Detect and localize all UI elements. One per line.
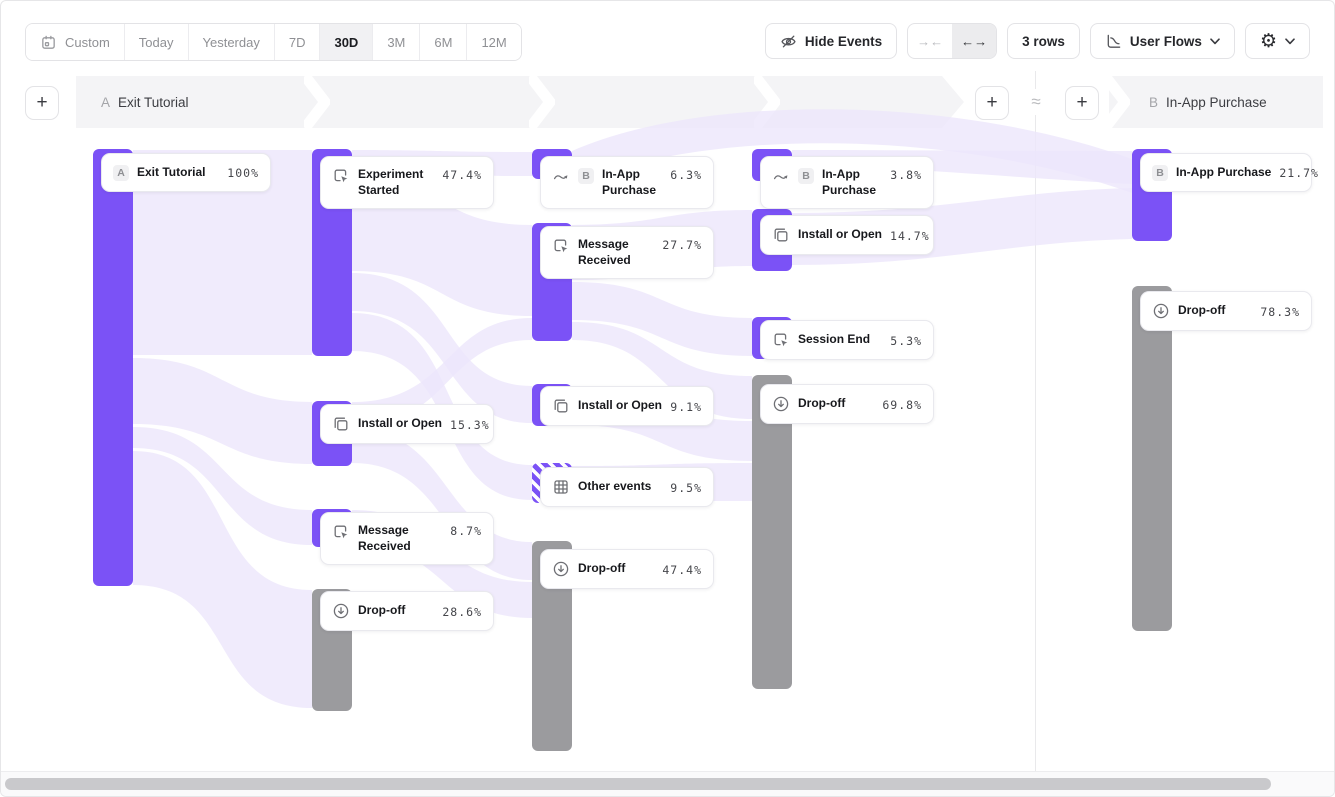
node-other-events[interactable]: Other events 9.5% [540,467,714,507]
width-toggle-group: →← ←→ [907,23,998,59]
range-7d-button[interactable]: 7D [273,24,320,60]
node-install-or-open[interactable]: Install or Open 14.7% [760,215,934,255]
bar-b-drop-off[interactable] [1132,286,1172,631]
rows-button[interactable]: 3 rows [1007,23,1080,59]
range-today-button[interactable]: Today [123,24,188,60]
cursor-click-icon [552,237,570,255]
jump-arrow-icon [552,167,570,185]
drop-off-icon [552,560,570,578]
collapse-icon: →← [917,33,944,49]
drop-off-icon [1152,302,1170,320]
node-b-drop-off[interactable]: Drop-off 78.3% [1140,291,1312,331]
node-experiment-started[interactable]: Experiment Started 47.4% [320,156,494,210]
flow-a-title: A Exit Tutorial [101,76,189,128]
flow-b-node-badge: B [1152,165,1168,181]
flows-divider [1035,71,1036,771]
flow-a-node-badge: A [113,165,129,181]
drop-off-icon [332,602,350,620]
horizontal-scrollbar-track [1,771,1334,796]
expand-columns-button[interactable]: ←→ [952,24,997,58]
hide-events-button[interactable]: Hide Events [764,23,898,59]
copy-icon [772,226,790,244]
drop-off-icon [772,395,790,413]
range-3m-button[interactable]: 3M [372,24,420,60]
date-range-group: Custom Today Yesterday 7D 30D 3M 6M 12M [25,23,522,61]
node-drop-off[interactable]: Drop-off 69.8% [760,384,934,424]
range-12m-button[interactable]: 12M [466,24,521,60]
flow-b-title: B In-App Purchase [1149,76,1267,128]
rows-label: 3 rows [1022,33,1065,49]
hide-events-label: Hide Events [804,33,883,49]
copy-icon [332,415,350,433]
flow-b-label: In-App Purchase [1166,94,1267,110]
range-30d-button[interactable]: 30D [319,24,373,60]
node-install-or-open[interactable]: Install or Open 9.1% [540,386,714,426]
add-step-a-end-button[interactable]: + [975,86,1009,120]
gear-icon: ⚙ [1259,29,1277,52]
range-label: Custom [65,34,110,50]
cursor-click-icon [332,523,350,541]
horizontal-scrollbar-thumb[interactable] [5,778,1271,790]
flow-b-node-badge: B [578,168,594,184]
bar-drop-off[interactable] [752,375,792,689]
flow-b-header-band[interactable]: B In-App Purchase [1104,76,1323,128]
flow-a-label: Exit Tutorial [118,94,189,110]
jump-arrow-icon [772,167,790,185]
cursor-click-icon [332,167,350,185]
range-yesterday-button[interactable]: Yesterday [187,24,274,60]
node-message-received[interactable]: Message Received 27.7% [540,226,714,280]
view-mode-label: User Flows [1129,33,1202,49]
flow-b-node-badge: B [798,168,814,184]
flow-b-badge: B [1149,94,1159,110]
node-message-received[interactable]: Message Received 8.7% [320,512,494,566]
toolbar-right: Hide Events →← ←→ 3 rows User Flows ⚙ [764,23,1310,59]
expand-icon: ←→ [961,33,988,49]
node-drop-off[interactable]: Drop-off 47.4% [540,549,714,589]
add-step-b-start-button[interactable]: + [1065,86,1099,120]
view-mode-dropdown[interactable]: User Flows [1089,23,1235,59]
step-separator-chevron [529,76,555,128]
node-exit-tutorial[interactable]: A Exit Tutorial 100% [101,153,271,192]
step-separator-chevron [304,76,330,128]
node-install-or-open[interactable]: Install or Open 15.3% [320,404,494,444]
copy-icon [552,397,570,415]
grid-icon [552,478,570,496]
bar-exit-tutorial[interactable] [93,149,133,586]
node-b-in-app-purchase[interactable]: B In-App Purchase 21.7% [1140,153,1318,192]
step-separator-chevron [1104,76,1130,128]
node-session-end[interactable]: Session End 5.3% [760,320,934,360]
settings-dropdown[interactable]: ⚙ [1244,23,1310,59]
node-drop-off[interactable]: Drop-off 28.6% [320,591,494,631]
add-step-left-button[interactable]: + [25,86,59,120]
cursor-click-icon [772,331,790,349]
range-6m-button[interactable]: 6M [419,24,467,60]
node-in-app-purchase[interactable]: B In-App Purchase 3.8% [760,156,934,210]
node-in-app-purchase[interactable]: B In-App Purchase 6.3% [540,156,714,210]
flow-a-badge: A [101,94,111,110]
range-custom-button[interactable]: Custom [26,24,124,60]
approx-connector: ≈ [1024,89,1048,115]
toolbar: Custom Today Yesterday 7D 30D 3M 6M 12M … [1,1,1334,71]
collapse-columns-button[interactable]: →← [908,24,952,58]
